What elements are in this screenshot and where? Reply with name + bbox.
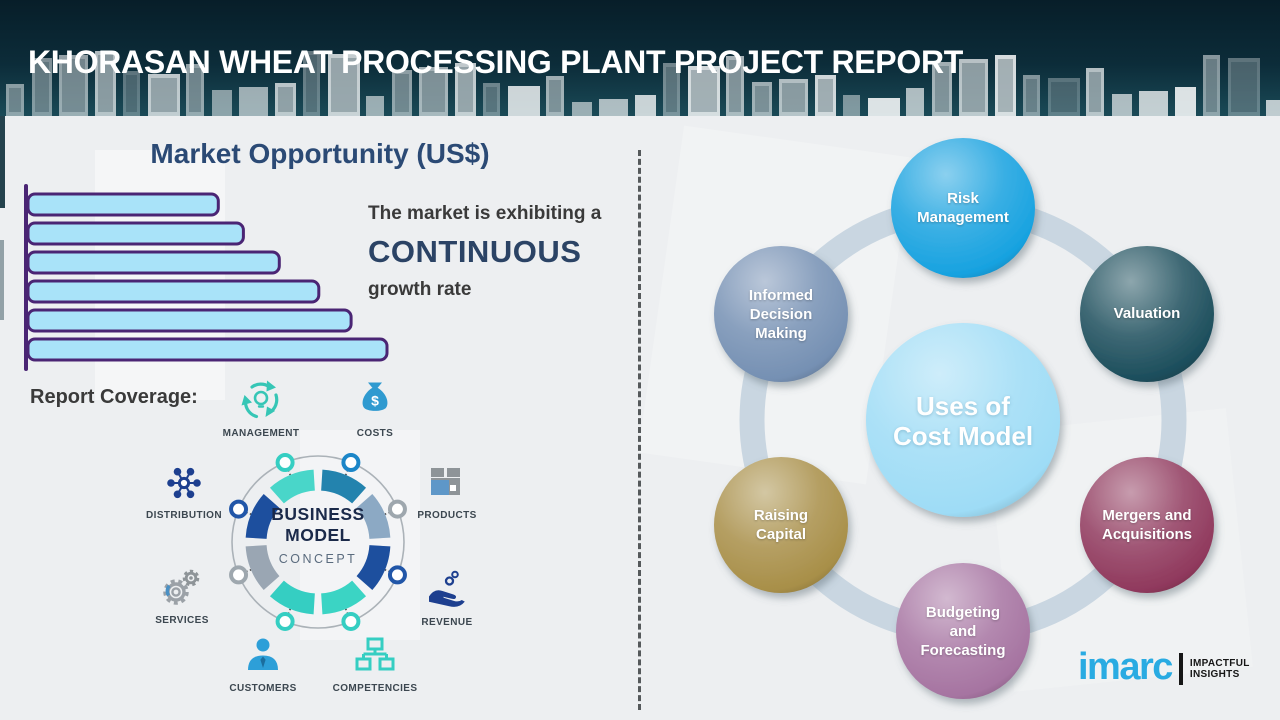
growth-statement-prefix: The market is exhibiting a: [368, 203, 602, 224]
header-banner: KHORASAN WHEAT PROCESSING PLANT PROJECT …: [0, 0, 1280, 116]
cost-model-center-label: Uses of Cost Model: [892, 391, 1034, 451]
market-opportunity-bar-chart: [24, 184, 389, 371]
report-coverage-label: Report Coverage:: [30, 386, 198, 408]
cost-model-node-budgeting-forecasting: Budgeting and Forecasting: [920, 604, 1006, 659]
business-model-line1: BUSINESS: [271, 504, 365, 524]
photo-edge-artifact: [0, 116, 5, 208]
coverage-item-management: MANAGEMENT: [211, 379, 311, 439]
coverage-item-customers: CUSTOMERS: [213, 634, 313, 694]
management-cycle-bulb-icon: [241, 380, 279, 419]
business-model-line2: MODEL: [285, 525, 351, 545]
tagline-line2: INSIGHTS: [1189, 669, 1240, 680]
coverage-item-label: PRODUCTS: [417, 510, 477, 521]
background-texture: [95, 150, 225, 400]
coverage-item-revenue: REVENUE: [397, 568, 497, 628]
hand-coins-icon: [429, 570, 465, 607]
business-model-line3: CONCEPT: [278, 552, 358, 566]
money-bag-icon: $: [362, 382, 388, 411]
person-icon: [248, 638, 278, 670]
coverage-item-products: PRODUCTS: [397, 461, 497, 521]
city-skyline-graphic: [6, 51, 1280, 116]
growth-statement: The market is exhibiting a CONTINUOUS gr…: [368, 203, 638, 301]
cost-model-node-valuation: Valuation: [1113, 305, 1181, 322]
org-chart-icon: [355, 637, 395, 671]
imarc-logo-tagline: IMPACTFUL INSIGHTS: [1190, 658, 1250, 681]
coverage-item-competencies: COMPETENCIES: [325, 634, 425, 694]
cost-model-node-risk-management: Risk Management: [917, 190, 1009, 226]
coverage-item-label: SERVICES: [155, 615, 209, 626]
growth-statement-highlight: CONTINUOUS: [368, 234, 582, 269]
gears-icon: [163, 569, 200, 605]
business-model-center-text: BUSINESS MODEL CONCEPT: [233, 504, 403, 570]
coverage-item-label: COMPETENCIES: [332, 683, 418, 694]
imarc-logo-divider: [1178, 653, 1183, 685]
photo-edge-artifact: [0, 240, 4, 320]
market-opportunity-title: Market Opportunity (US$): [150, 138, 490, 169]
coverage-item-label: COSTS: [356, 428, 394, 439]
imarc-logo: imarc IMPACTFUL INSIGHTS: [1078, 648, 1250, 686]
tagline-line1: IMPACTFUL: [1189, 657, 1250, 669]
coverage-item-label: DISTRIBUTION: [146, 510, 222, 521]
product-box-icon: [431, 468, 460, 495]
coverage-item-distribution: DISTRIBUTION: [134, 461, 234, 521]
page-title: KHORASAN WHEAT PROCESSING PLANT PROJECT …: [28, 44, 963, 80]
coverage-item-costs: $ COSTS: [325, 379, 425, 439]
cost-model-node-raising-capital: Raising Capital: [753, 507, 809, 543]
imarc-logo-text: imarc: [1078, 646, 1173, 688]
cost-model-node-informed-decision: Informed Decision Making: [748, 287, 814, 342]
coverage-item-label: REVENUE: [421, 617, 473, 628]
coverage-item-label: MANAGEMENT: [222, 428, 300, 439]
growth-statement-suffix: growth rate: [368, 279, 472, 300]
panel-divider: [638, 150, 641, 710]
coverage-item-label: CUSTOMERS: [229, 683, 297, 694]
coverage-item-services: SERVICES: [132, 566, 232, 626]
network-hub-icon: [167, 467, 201, 499]
svg-text:$: $: [371, 393, 379, 409]
cost-model-node-mergers-acquisitions: Mergers and Acquisitions: [1101, 507, 1192, 543]
